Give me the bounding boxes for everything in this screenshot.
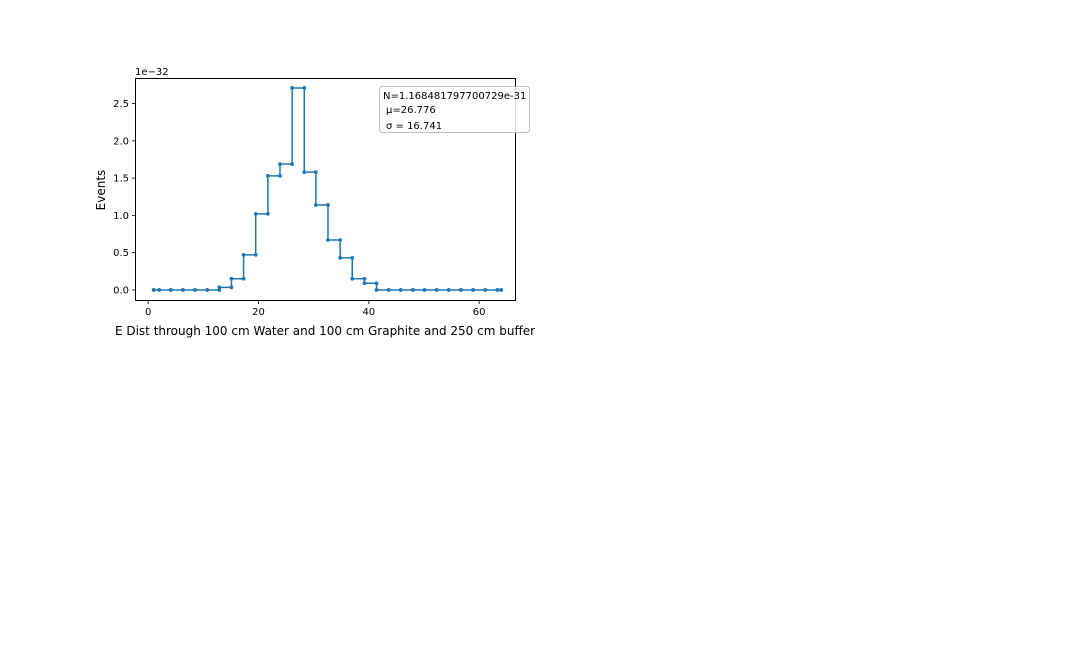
legend-line-mu: μ=26.776 — [386, 105, 436, 116]
data-point — [434, 288, 439, 292]
y-tick-label: 1.5 — [113, 174, 129, 185]
data-point — [278, 173, 282, 178]
data-point — [157, 288, 162, 292]
legend-frame — [379, 86, 530, 133]
data-point — [350, 255, 355, 260]
data-point — [217, 285, 222, 290]
data-point — [302, 170, 307, 175]
data-point — [168, 288, 173, 292]
data-point — [278, 162, 282, 166]
data-point — [374, 281, 379, 286]
data-point — [290, 86, 295, 90]
data-point — [229, 276, 234, 281]
y-axis-label: Events — [94, 170, 108, 211]
data-point — [495, 288, 500, 292]
data-point — [193, 288, 197, 292]
series-group — [151, 86, 504, 292]
data-point — [326, 238, 330, 242]
y-tick-label: 1.0 — [113, 211, 129, 222]
y-tick-label: 0.5 — [113, 248, 129, 259]
data-point — [241, 276, 246, 281]
x-tick-label: 60 — [473, 307, 486, 318]
data-point — [265, 173, 270, 178]
data-point — [180, 288, 185, 292]
data-point — [499, 288, 504, 292]
data-point — [313, 203, 318, 207]
data-point — [362, 276, 367, 281]
data-point — [265, 212, 270, 216]
data-point — [302, 86, 307, 90]
data-point — [374, 288, 379, 292]
data-point — [290, 162, 295, 166]
data-point — [338, 238, 343, 242]
legend-line-n: N=1.168481797700729e-31 — [383, 91, 526, 102]
data-point — [422, 288, 427, 292]
x-axis-label: E Dist through 100 cm Water and 100 cm G… — [115, 324, 535, 338]
data-point — [350, 276, 355, 281]
y-axis-ticks: 0.0 0.5 1.0 1.5 2.0 2.5 — [113, 99, 136, 296]
data-point — [253, 253, 258, 257]
data-point — [471, 288, 475, 292]
data-point — [362, 281, 367, 286]
y-offset-label: 1e−32 — [135, 67, 169, 78]
data-point — [326, 203, 330, 207]
y-tick-label: 2.5 — [113, 99, 129, 110]
legend-box: N=1.168481797700729e-31 μ=26.776 σ = 16.… — [379, 86, 530, 133]
data-point — [398, 288, 403, 292]
data-point — [313, 170, 318, 175]
data-point — [151, 288, 156, 292]
x-tick-label: 40 — [362, 307, 375, 318]
data-point — [217, 288, 222, 292]
x-tick-label: 20 — [252, 307, 265, 318]
data-point — [411, 288, 415, 292]
x-axis-ticks: 0 20 40 60 — [145, 300, 486, 318]
data-point — [386, 288, 391, 292]
y-tick-label: 0.0 — [113, 285, 129, 296]
data-point — [253, 212, 258, 216]
y-tick-label: 2.0 — [113, 136, 129, 147]
x-tick-label: 0 — [145, 307, 151, 318]
data-point — [459, 288, 463, 292]
data-point — [229, 285, 234, 290]
data-point — [483, 288, 488, 292]
legend-line-sigma: σ = 16.741 — [386, 121, 442, 132]
data-point — [241, 253, 246, 257]
data-point — [338, 255, 343, 260]
data-point — [446, 288, 451, 292]
data-point — [205, 288, 210, 292]
